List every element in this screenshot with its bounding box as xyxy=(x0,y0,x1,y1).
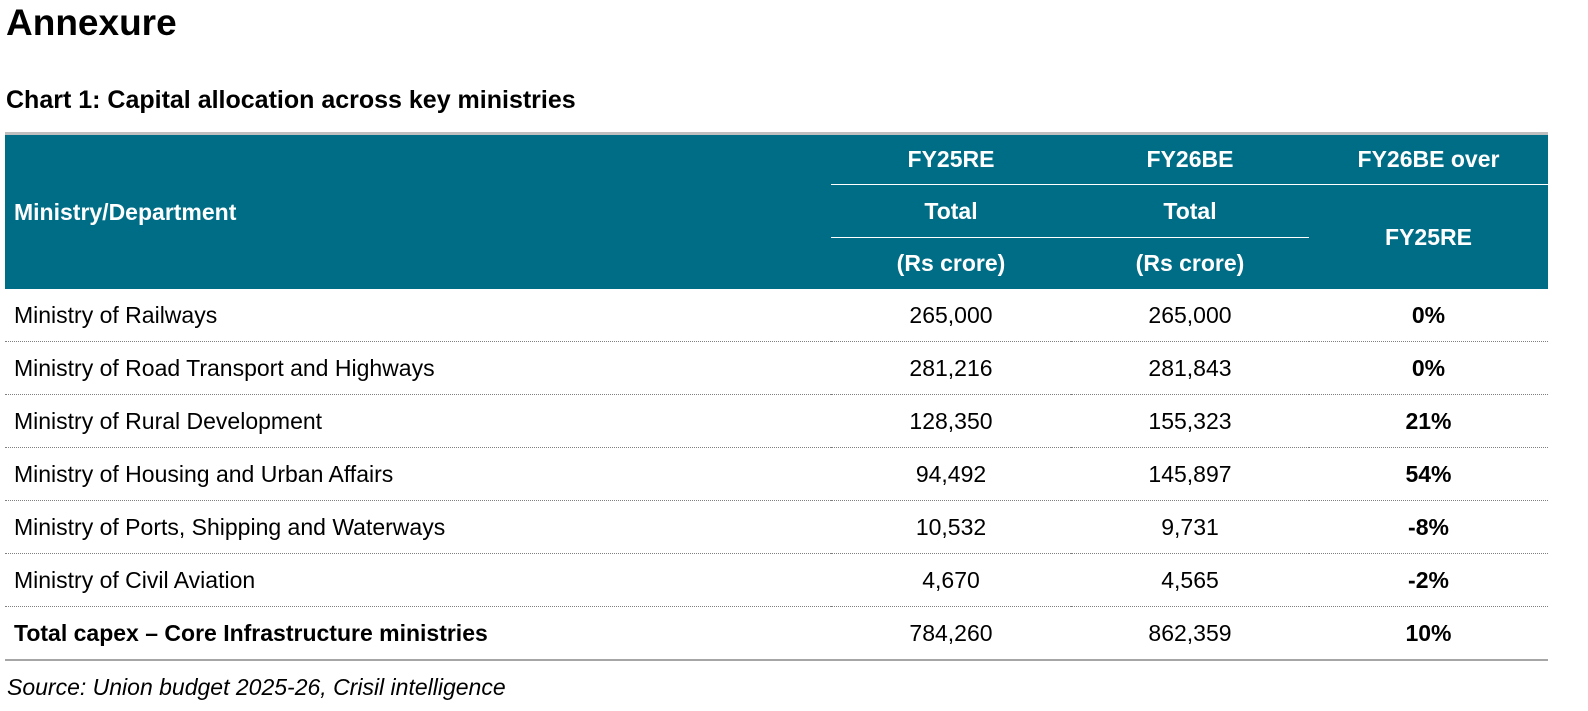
table-row: Ministry of Civil Aviation 4,670 4,565 -… xyxy=(5,553,1548,607)
change-cell: 54% xyxy=(1309,447,1548,501)
change-header-line2: FY25RE xyxy=(1309,184,1548,289)
fy25re-header-line3: (Rs crore) xyxy=(831,237,1071,289)
change-cell: -2% xyxy=(1309,553,1548,607)
total-change-cell: 10% xyxy=(1309,606,1548,661)
fy26be-cell: 265,000 xyxy=(1071,289,1309,342)
table-header: Ministry/Department FY25RE FY26BE FY26BE… xyxy=(5,132,1548,289)
table-row: Ministry of Railways 265,000 265,000 0% xyxy=(5,289,1548,342)
table-row: Ministry of Ports, Shipping and Waterway… xyxy=(5,500,1548,554)
total-fy25re-cell: 784,260 xyxy=(831,606,1071,661)
chart-title: Chart 1: Capital allocation across key m… xyxy=(6,86,576,114)
ministry-cell: Ministry of Railways xyxy=(5,289,831,342)
source-note: Source: Union budget 2025-26, Crisil int… xyxy=(7,674,506,700)
fy26be-header-line1: FY26BE xyxy=(1071,132,1309,185)
fy26be-cell: 9,731 xyxy=(1071,500,1309,554)
fy25re-cell: 281,216 xyxy=(831,341,1071,395)
fy26be-cell: 281,843 xyxy=(1071,341,1309,395)
capex-table: Ministry/Department FY25RE FY26BE FY26BE… xyxy=(5,132,1548,661)
fy25re-cell: 265,000 xyxy=(831,289,1071,342)
fy25re-cell: 10,532 xyxy=(831,500,1071,554)
fy26be-cell: 145,897 xyxy=(1071,447,1309,501)
fy26be-header-line3: (Rs crore) xyxy=(1071,237,1309,289)
total-fy26be-cell: 862,359 xyxy=(1071,606,1309,661)
table-row: Ministry of Rural Development 128,350 15… xyxy=(5,394,1548,448)
change-cell: 21% xyxy=(1309,394,1548,448)
fy25re-cell: 128,350 xyxy=(831,394,1071,448)
ministry-cell: Ministry of Ports, Shipping and Waterway… xyxy=(5,500,831,554)
table-row: Ministry of Housing and Urban Affairs 94… xyxy=(5,447,1548,501)
fy26be-cell: 155,323 xyxy=(1071,394,1309,448)
change-cell: 0% xyxy=(1309,341,1548,395)
ministry-cell: Ministry of Housing and Urban Affairs xyxy=(5,447,831,501)
ministry-cell: Ministry of Rural Development xyxy=(5,394,831,448)
total-row: Total capex – Core Infrastructure minist… xyxy=(5,606,1548,661)
page-heading: Annexure xyxy=(6,2,177,43)
total-label-cell: Total capex – Core Infrastructure minist… xyxy=(5,606,831,661)
fy26be-header-line2: Total xyxy=(1071,184,1309,238)
fy25re-cell: 94,492 xyxy=(831,447,1071,501)
change-cell: -8% xyxy=(1309,500,1548,554)
change-header-line1: FY26BE over xyxy=(1309,132,1548,185)
ministry-cell: Ministry of Civil Aviation xyxy=(5,553,831,607)
fy25re-cell: 4,670 xyxy=(831,553,1071,607)
fy25re-header-line2: Total xyxy=(831,184,1071,238)
change-cell: 0% xyxy=(1309,289,1548,342)
fy26be-cell: 4,565 xyxy=(1071,553,1309,607)
fy25re-header-line1: FY25RE xyxy=(831,132,1071,185)
ministry-column-header: Ministry/Department xyxy=(5,132,831,289)
table-body: Ministry of Railways 265,000 265,000 0% … xyxy=(5,289,1548,661)
ministry-cell: Ministry of Road Transport and Highways xyxy=(5,341,831,395)
table-row: Ministry of Road Transport and Highways … xyxy=(5,341,1548,395)
